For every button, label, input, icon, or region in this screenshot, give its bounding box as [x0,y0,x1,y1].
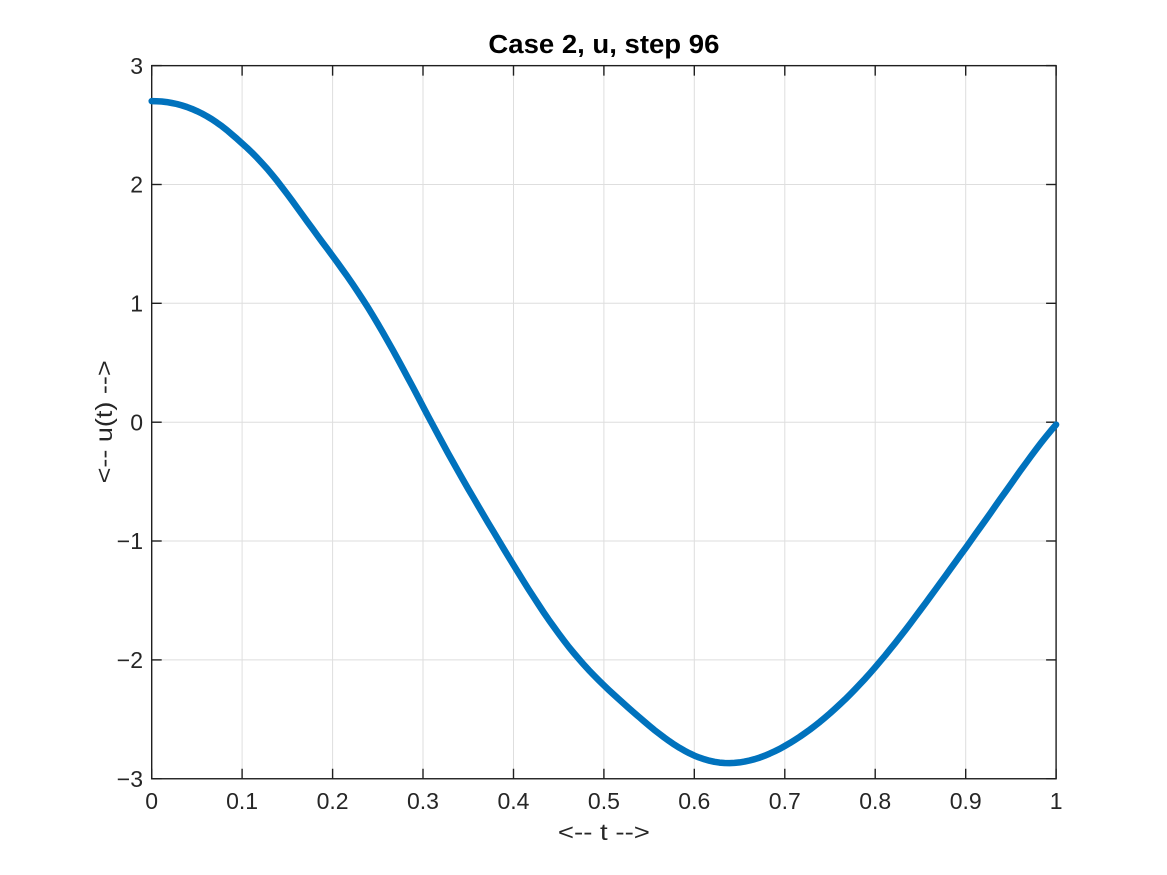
svg-text:0.8: 0.8 [859,788,891,814]
svg-text:3: 3 [130,53,143,79]
svg-text:1: 1 [130,291,143,317]
svg-text:−3: −3 [117,766,143,792]
svg-text:0.3: 0.3 [407,788,439,814]
svg-text:0: 0 [145,788,158,814]
svg-text:0.9: 0.9 [950,788,982,814]
svg-text:0.7: 0.7 [769,788,801,814]
svg-text:2: 2 [130,172,143,198]
svg-text:Case 2, u, step 96: Case 2, u, step 96 [488,31,719,59]
svg-text:0.5: 0.5 [588,788,620,814]
svg-text:0.4: 0.4 [498,788,530,814]
svg-text:<-- t -->: <-- t --> [558,819,650,845]
svg-text:0.6: 0.6 [678,788,710,814]
svg-text:−2: −2 [117,647,143,673]
svg-text:0.1: 0.1 [226,788,258,814]
svg-text:1: 1 [1050,788,1063,814]
svg-text:0: 0 [130,409,143,435]
svg-text:−1: −1 [117,528,143,554]
svg-text:0.2: 0.2 [317,788,349,814]
svg-text:<-- u(t) -->: <-- u(t) --> [91,360,117,483]
